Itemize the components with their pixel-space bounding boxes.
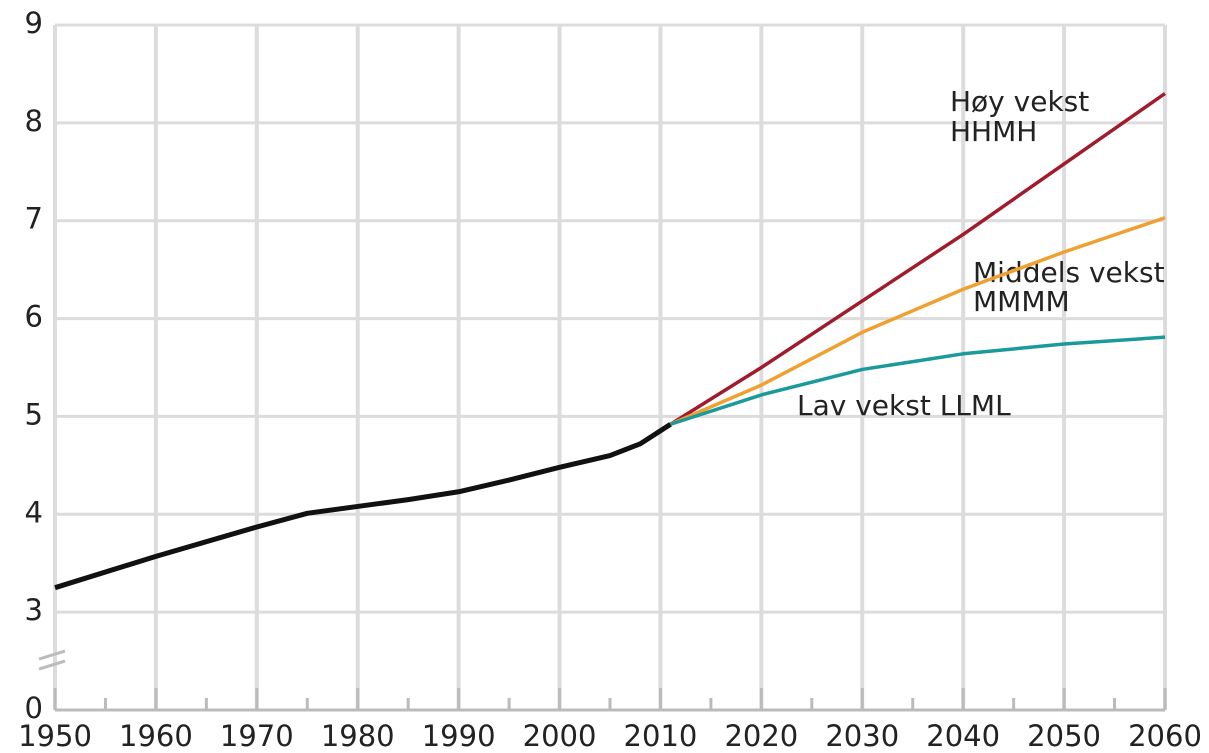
y-tick-label: 5: [25, 397, 43, 431]
y-tick-label: 7: [25, 202, 43, 236]
x-tick-label: 1970: [220, 719, 294, 753]
series-line: [54, 422, 672, 591]
y-tick-label: 8: [25, 104, 43, 138]
x-tick-label: 2060: [1128, 719, 1202, 753]
x-tick-label: 2000: [523, 719, 597, 753]
x-tick-label: 2040: [926, 719, 1000, 753]
x-tick-label: 2030: [825, 719, 899, 753]
x-tick-label: 1950: [18, 719, 92, 753]
axis-break: [38, 649, 66, 671]
annotation: Høy vekst: [950, 85, 1089, 118]
annotation: Lav vekst LLML: [797, 389, 1011, 422]
y-tick-label: 0: [25, 691, 43, 725]
x-tick-label: 2050: [1027, 719, 1101, 753]
series-line: [669, 216, 1166, 426]
x-tick-label: 2020: [724, 719, 798, 753]
y-tick-label: 3: [25, 593, 43, 627]
y-tick-label: 4: [25, 495, 43, 529]
series-line: [670, 335, 1166, 426]
y-tick-label: 9: [25, 6, 43, 40]
x-tick-label: 2010: [624, 719, 698, 753]
y-tick-label: 6: [25, 300, 43, 334]
series-line: [669, 92, 1167, 426]
grid: [53, 23, 1167, 712]
x-tick-label: 1980: [321, 719, 395, 753]
annotation: MMMM: [973, 285, 1070, 318]
annotation: HHMH: [950, 115, 1037, 148]
x-tick-label: 1990: [422, 719, 496, 753]
x-tick-label: 1960: [119, 719, 193, 753]
